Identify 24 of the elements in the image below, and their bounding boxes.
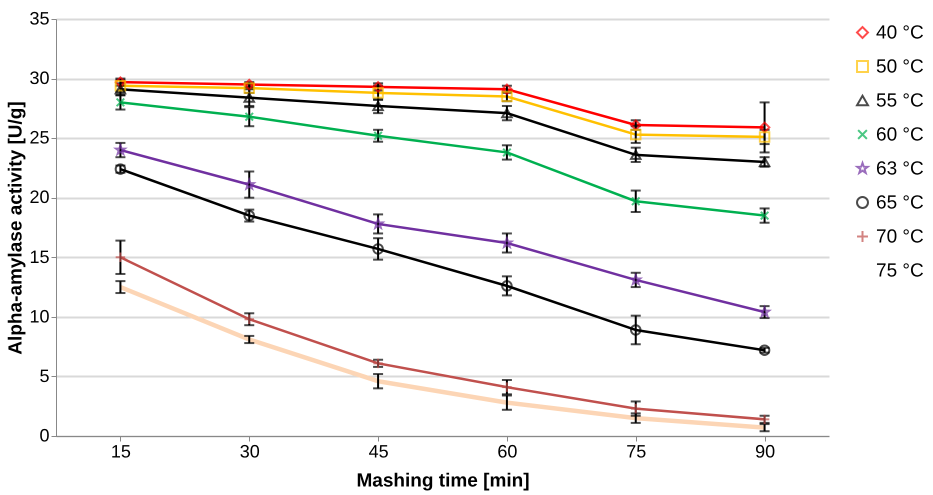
legend-label: 50 °C xyxy=(876,56,924,78)
legend-label: 55 °C xyxy=(876,90,924,112)
legend-label: 60 °C xyxy=(876,124,924,146)
x-tick-label: 90 xyxy=(755,442,776,462)
y-tick-label: 35 xyxy=(29,8,50,28)
text: 75 °C xyxy=(876,260,924,282)
x-tick-label: 75 xyxy=(626,442,646,462)
y-tick-label: 20 xyxy=(29,187,50,208)
legend-label: 70 °C xyxy=(876,226,924,248)
y-tick-label: 15 xyxy=(29,246,50,267)
x-tick-label: 30 xyxy=(240,442,260,462)
y-tick-label: 10 xyxy=(29,306,50,326)
x-tick-label: 15 xyxy=(110,442,131,462)
x-tick-label: 45 xyxy=(368,442,389,462)
x-axis-title: Mashing time [min] xyxy=(356,470,530,492)
legend-label: 65 °C xyxy=(876,192,924,214)
legend-label: 63 °C xyxy=(876,158,924,180)
y-tick-label: 30 xyxy=(29,68,50,88)
legend-label: 40 °C xyxy=(876,22,924,44)
y-tick-label: 25 xyxy=(29,128,50,148)
y-tick-label: 0 xyxy=(39,426,50,446)
x-tick-label: 60 xyxy=(497,442,518,462)
y-tick-label: 5 xyxy=(39,366,50,386)
y-axis-title: Alpha-amylase activity [U/g] xyxy=(5,101,26,355)
